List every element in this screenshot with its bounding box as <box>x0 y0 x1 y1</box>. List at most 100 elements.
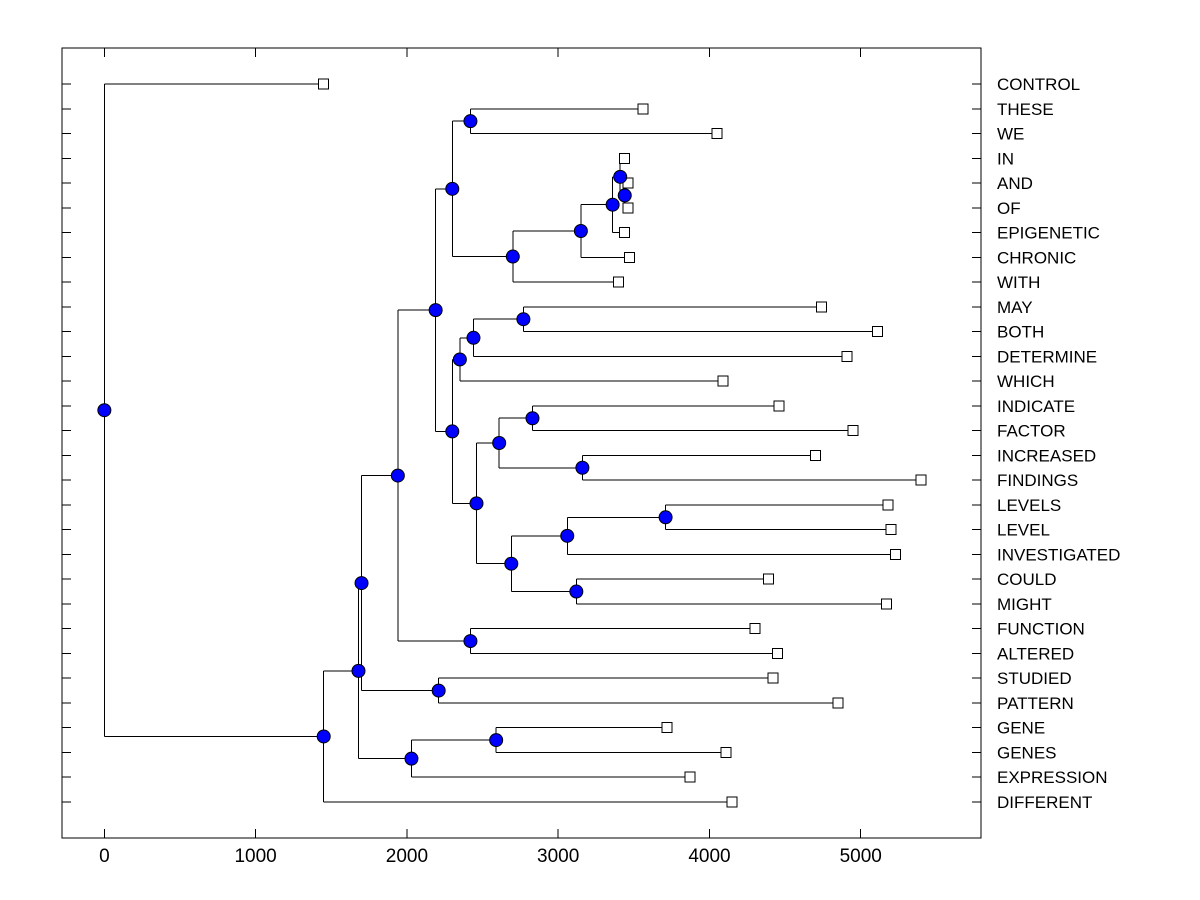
leaf-marker-these[interactable] <box>637 103 649 115</box>
leaf-marker-chronic[interactable] <box>623 251 635 263</box>
leaf-marker-both[interactable] <box>871 326 883 338</box>
node-marker-clade-v[interactable] <box>504 556 519 571</box>
node-marker-clade-p[interactable] <box>351 663 366 678</box>
leaf-label-could: COULD <box>997 570 1057 589</box>
leaf-label-increased: INCREASED <box>997 446 1096 465</box>
leaf-label-findings: FINDINGS <box>997 471 1078 490</box>
leaf-marker-pattern[interactable] <box>832 697 844 709</box>
node-marker-clade-k[interactable] <box>452 352 467 367</box>
leaf-marker-function[interactable] <box>749 623 761 635</box>
leaf-label-level: LEVEL <box>997 521 1050 540</box>
leaf-marker-indicate[interactable] <box>773 400 785 412</box>
node-marker-clade-gene-genes[interactable] <box>489 733 504 748</box>
leaf-label-both: BOTH <box>997 323 1044 342</box>
node-marker-clade-indicate-factor[interactable] <box>525 411 540 426</box>
leaf-label-altered: ALTERED <box>997 644 1074 663</box>
node-marker-clade-could-might[interactable] <box>569 584 584 599</box>
leaf-marker-expression[interactable] <box>684 771 696 783</box>
node-marker-clade-m[interactable] <box>445 424 460 439</box>
leaf-marker-could[interactable] <box>762 573 774 585</box>
leaf-label-may: MAY <box>997 298 1033 317</box>
node-marker-clade-function-altered[interactable] <box>463 634 478 649</box>
leaf-label-in: IN <box>997 149 1014 168</box>
leaf-label-which: WHICH <box>997 372 1055 391</box>
leaf-marker-we[interactable] <box>711 128 723 140</box>
node-marker-clade-levels-level[interactable] <box>658 510 673 525</box>
node-marker-root[interactable] <box>97 403 112 418</box>
leaf-label-epigenetic: EPIGENETIC <box>997 224 1100 243</box>
leaf-marker-control[interactable] <box>318 78 330 90</box>
x-tick-label: 4000 <box>688 846 730 867</box>
node-marker-clade-studied-pattern[interactable] <box>431 683 446 698</box>
leaf-marker-altered[interactable] <box>772 647 784 659</box>
leaf-label-pattern: PATTERN <box>997 694 1074 713</box>
node-markers <box>97 78 927 808</box>
x-tick-label: 1000 <box>234 846 276 867</box>
node-marker-clade-f[interactable] <box>445 181 460 196</box>
leaf-label-factor: FACTOR <box>997 422 1066 441</box>
leaf-marker-gene[interactable] <box>661 722 673 734</box>
leaf-marker-with[interactable] <box>613 276 625 288</box>
leaf-marker-increased[interactable] <box>809 449 821 461</box>
node-marker-clade-e[interactable] <box>505 249 520 264</box>
node-marker-clade-bottom[interactable] <box>316 729 331 744</box>
node-marker-clade-j[interactable] <box>466 330 481 345</box>
tree-branches <box>103 83 922 803</box>
node-marker-clade-d[interactable] <box>573 224 588 239</box>
leaf-label-indicate: INDICATE <box>997 397 1075 416</box>
x-tick-label: 2000 <box>386 846 428 867</box>
x-tick-label: 0 <box>99 846 110 867</box>
node-marker-clade-these-we[interactable] <box>463 114 478 129</box>
node-marker-clade-may-both[interactable] <box>516 312 531 327</box>
leaf-label-genes: GENES <box>997 743 1057 762</box>
leaf-marker-findings[interactable] <box>915 474 927 486</box>
leaf-label-and: AND <box>997 174 1033 193</box>
leaf-label-with: WITH <box>997 273 1040 292</box>
plot-border <box>61 47 982 839</box>
leaf-label-of: OF <box>997 199 1021 218</box>
node-marker-clade-r[interactable] <box>469 496 484 511</box>
leaf-marker-studied[interactable] <box>767 672 779 684</box>
leaf-label-different: DIFFERENT <box>997 793 1092 812</box>
node-marker-clade-x[interactable] <box>492 436 507 450</box>
leaf-marker-epigenetic[interactable] <box>619 227 631 239</box>
leaf-marker-factor[interactable] <box>847 425 859 437</box>
leaf-label-determine: DETERMINE <box>997 347 1097 366</box>
leaf-label-we: WE <box>997 125 1024 144</box>
leaf-marker-genes[interactable] <box>720 746 732 758</box>
node-marker-clade-and-of[interactable] <box>617 188 632 203</box>
leaf-label-investigated: INVESTIGATED <box>997 545 1120 564</box>
node-marker-clade-gene-expr[interactable] <box>404 751 419 766</box>
node-marker-clade-n[interactable] <box>390 468 405 483</box>
leaf-label-levels: LEVELS <box>997 496 1061 515</box>
leaf-label-chronic: CHRONIC <box>997 248 1076 267</box>
leaf-label-expression: EXPRESSION <box>997 768 1108 787</box>
node-marker-clade-h[interactable] <box>428 303 443 318</box>
node-marker-clade-o[interactable] <box>354 576 369 591</box>
node-marker-clade-c[interactable] <box>605 197 620 212</box>
leaf-marker-different[interactable] <box>726 796 738 808</box>
node-marker-clade-u[interactable] <box>560 528 575 543</box>
leaf-marker-investigated[interactable] <box>890 548 902 560</box>
leaf-marker-level[interactable] <box>885 524 897 536</box>
leaf-marker-in[interactable] <box>619 152 631 164</box>
leaf-marker-determine[interactable] <box>841 350 853 362</box>
leaf-marker-might[interactable] <box>880 598 892 610</box>
node-marker-clade-a[interactable] <box>613 169 628 184</box>
leaf-label-these: THESE <box>997 100 1054 119</box>
axes <box>61 47 982 839</box>
leaf-marker-of[interactable] <box>622 202 634 214</box>
leaf-marker-which[interactable] <box>717 375 729 387</box>
leaf-label-gene: GENE <box>997 719 1045 738</box>
x-tick-label: 5000 <box>840 846 882 867</box>
node-marker-clade-incr-findings[interactable] <box>575 460 590 475</box>
leaf-label-function: FUNCTION <box>997 620 1085 639</box>
leaf-marker-levels[interactable] <box>882 499 894 511</box>
leaf-label-control: CONTROL <box>997 75 1080 94</box>
text-layer: 0 1000 2000 3000 4000 5000 CONTROL THESE WE IN AND… <box>99 75 1120 867</box>
leaf-marker-may[interactable] <box>815 301 827 313</box>
leaf-label-studied: STUDIED <box>997 669 1072 688</box>
leaf-label-might: MIGHT <box>997 595 1052 614</box>
